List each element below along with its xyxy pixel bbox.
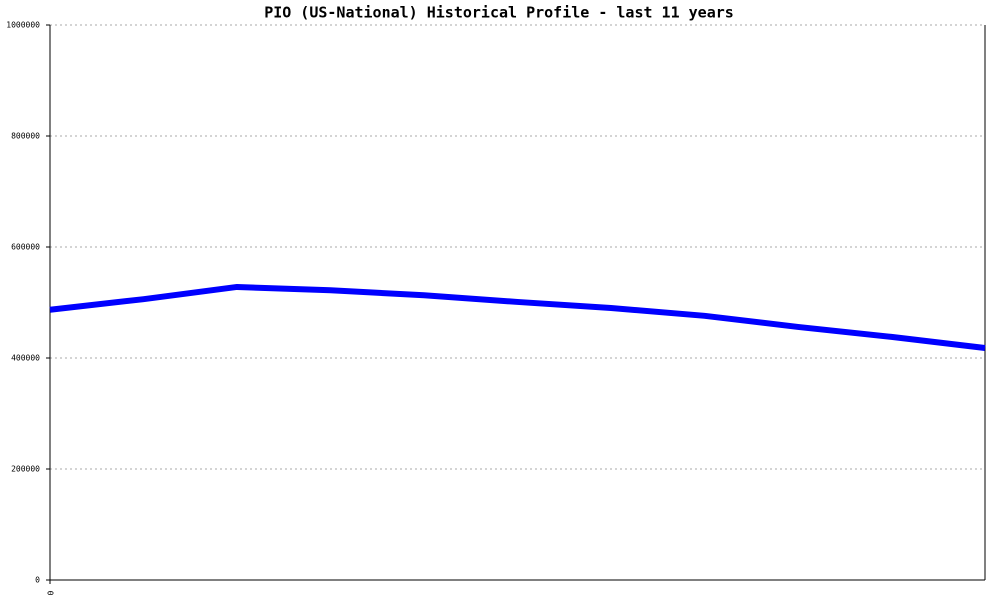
y-tick-label: 200000 <box>11 465 40 474</box>
data-line <box>49 283 986 351</box>
y-tick-label: 400000 <box>11 354 40 363</box>
x-tick-label: 0 <box>46 591 55 596</box>
y-tick-label: 1000000 <box>6 21 40 30</box>
y-tick-label: 0 <box>35 576 40 585</box>
y-tick-label: 600000 <box>11 243 40 252</box>
y-tick-label: 800000 <box>11 132 40 141</box>
chart-title: PIO (US-National) Historical Profile - l… <box>264 4 734 22</box>
